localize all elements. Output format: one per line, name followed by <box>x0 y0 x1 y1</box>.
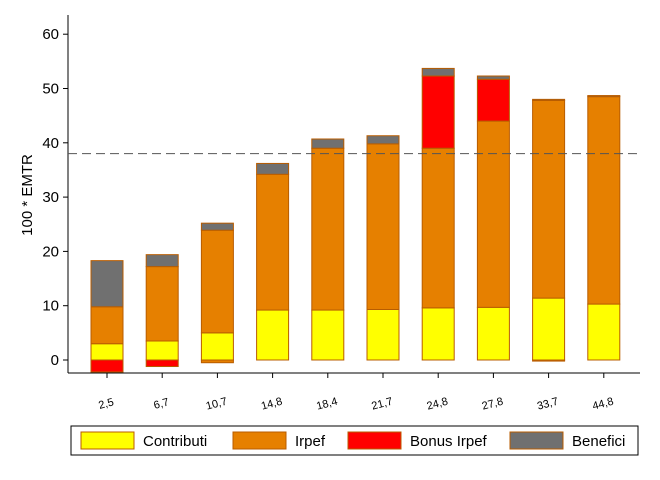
legend-swatch <box>509 431 564 450</box>
legend: Contributi Irpef Bonus Irpef Benefici <box>70 425 639 456</box>
bar-segment-benefici <box>145 254 179 268</box>
bar-segment-benefici <box>532 98 566 101</box>
x-tick-label: 21,7 <box>370 396 394 413</box>
x-tick-label: 14,8 <box>260 396 284 413</box>
bar-segment-irpef <box>200 229 234 334</box>
bar-segment-benefici <box>90 260 124 308</box>
y-tick-label: 0 <box>51 352 59 369</box>
legend-label: Contributi <box>143 433 207 450</box>
x-ticks: 2,5 6,7 10,7 14,8 18,4 21,7 24,8 27,8 33,7 44,8 <box>97 373 615 413</box>
bar-segment-contributi <box>200 332 234 361</box>
x-tick-label: 6,7 <box>152 396 170 412</box>
legend-item: Benefici <box>509 431 625 450</box>
bar-segment-irpef <box>366 143 400 311</box>
y-tick-label: 40 <box>42 135 59 152</box>
legend-label: Irpef <box>295 433 326 450</box>
bar-segment-bonus-irpef <box>476 78 510 122</box>
bar-segment-benefici <box>311 138 345 149</box>
bar-segment-bonus-irpef <box>90 359 124 373</box>
legend-item: Contributi <box>80 431 207 450</box>
legend-label: Benefici <box>572 433 625 450</box>
bars <box>90 67 621 373</box>
legend-label: Bonus Irpef <box>410 433 488 450</box>
bar-segment-contributi <box>366 309 400 361</box>
x-tick-label: 24,8 <box>426 396 450 413</box>
y-ticks: 0 10 20 30 40 50 60 <box>42 26 68 369</box>
bar-segment-contributi <box>311 309 345 361</box>
legend-swatch <box>232 431 287 450</box>
bar-stack <box>476 75 510 361</box>
bar-stack <box>421 67 455 361</box>
bar-stack <box>587 95 621 361</box>
bar-segment-benefici <box>587 95 621 98</box>
bar-segment-bonus-irpef <box>421 75 455 149</box>
bar-segment-contributi <box>532 297 566 361</box>
x-tick-label: 44,8 <box>591 396 615 413</box>
bar-segment-irpef <box>311 147 345 311</box>
bar-segment-contributi <box>421 307 455 361</box>
x-tick-label: 10,7 <box>205 396 229 413</box>
bar-segment-contributi <box>145 340 179 361</box>
bar-segment-benefici <box>476 75 510 80</box>
bar-segment-benefici <box>200 222 234 231</box>
y-tick-label: 10 <box>42 298 59 315</box>
bar-segment-bonus-irpef <box>145 359 179 368</box>
bar-segment-benefici <box>256 162 290 175</box>
legend-swatch <box>347 431 402 450</box>
y-tick-label: 20 <box>42 243 59 260</box>
bar-stack <box>145 254 179 368</box>
bar-stack <box>366 135 400 361</box>
y-tick-label: 30 <box>42 189 59 206</box>
bar-segment-irpef <box>476 120 510 308</box>
bar-segment-contributi <box>256 309 290 361</box>
bar-segment-benefici <box>366 135 400 145</box>
y-tick-label: 60 <box>42 26 59 43</box>
x-tick-label: 18,4 <box>315 396 339 413</box>
bar-segment-irpef <box>532 99 566 299</box>
bar-segment-irpef <box>256 173 290 311</box>
bar-segment-contributi <box>476 306 510 361</box>
legend-swatch <box>80 431 135 450</box>
bar-stack <box>256 162 290 361</box>
bar-stack <box>90 260 124 373</box>
bar-segment-benefici <box>421 67 455 77</box>
bar-segment-contributi <box>90 343 124 361</box>
y-axis-title: 100 * EMTR <box>19 154 36 236</box>
bar-segment-irpef <box>421 147 455 309</box>
x-tick-label: 33,7 <box>536 396 560 413</box>
legend-items: Contributi Irpef Bonus Irpef Benefici <box>80 431 625 450</box>
y-axis: 0 10 20 30 40 50 60 100 * EMTR <box>19 15 69 373</box>
bar-segment-irpef <box>90 306 124 345</box>
legend-item: Bonus Irpef <box>347 431 488 450</box>
bar-stack <box>311 138 345 361</box>
legend-item: Irpef <box>232 431 326 450</box>
bar-segment-contributi <box>587 303 621 361</box>
y-tick-label: 50 <box>42 81 59 98</box>
bar-stack <box>532 98 566 362</box>
bar-segment-irpef <box>587 96 621 305</box>
x-tick-label: 27,8 <box>481 396 505 413</box>
bar-stack <box>200 222 234 364</box>
x-tick-label: 2,5 <box>97 396 115 412</box>
bar-segment-irpef <box>145 266 179 342</box>
x-axis: 2,5 6,7 10,7 14,8 18,4 21,7 24,8 27,8 33,7 44,8 <box>68 372 640 413</box>
